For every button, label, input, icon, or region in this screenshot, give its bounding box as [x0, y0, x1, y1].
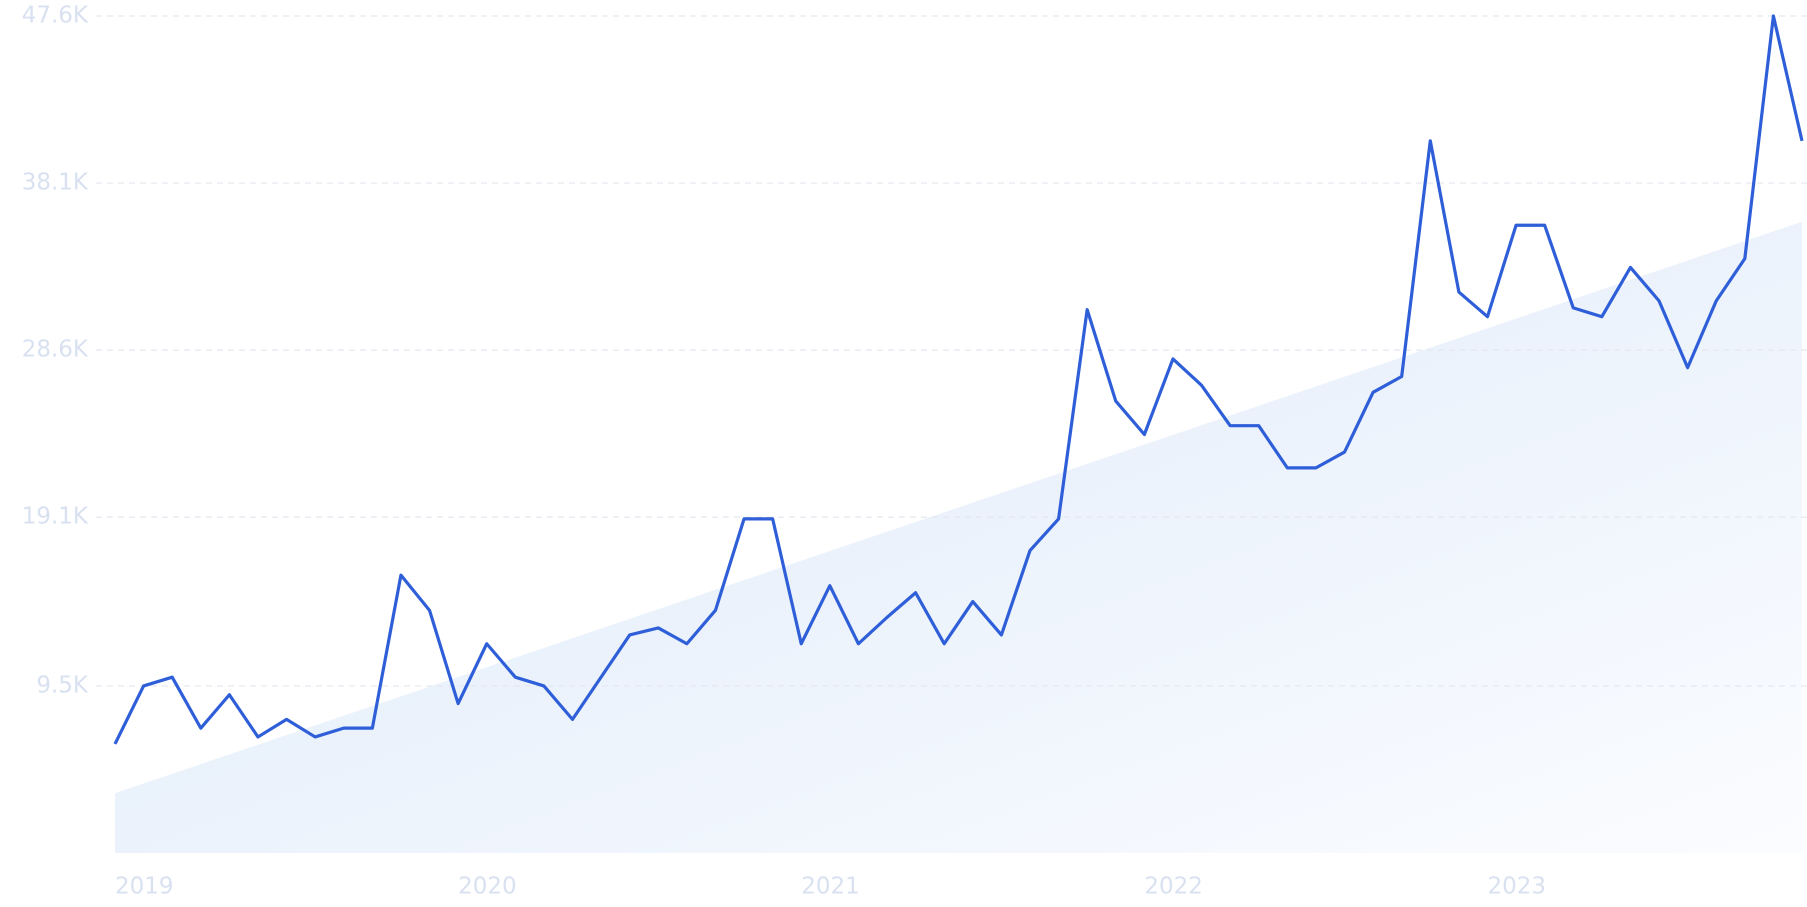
y-tick-label: 28.6K	[22, 337, 89, 363]
x-tick-label: 2021	[801, 874, 860, 900]
trend-area	[115, 221, 1802, 853]
y-tick-label: 19.1K	[22, 504, 89, 530]
line	[113, 14, 1804, 745]
x-tick-label: 2022	[1144, 874, 1203, 900]
y-tick-label: 38.1K	[22, 170, 89, 196]
x-tick-label: 2019	[115, 874, 174, 900]
y-tick-label: 47.6K	[22, 3, 89, 29]
x-tick-label: 2020	[458, 874, 517, 900]
x-tick-label: 2023	[1487, 874, 1546, 900]
y-tick-label: 9.5K	[36, 672, 89, 698]
